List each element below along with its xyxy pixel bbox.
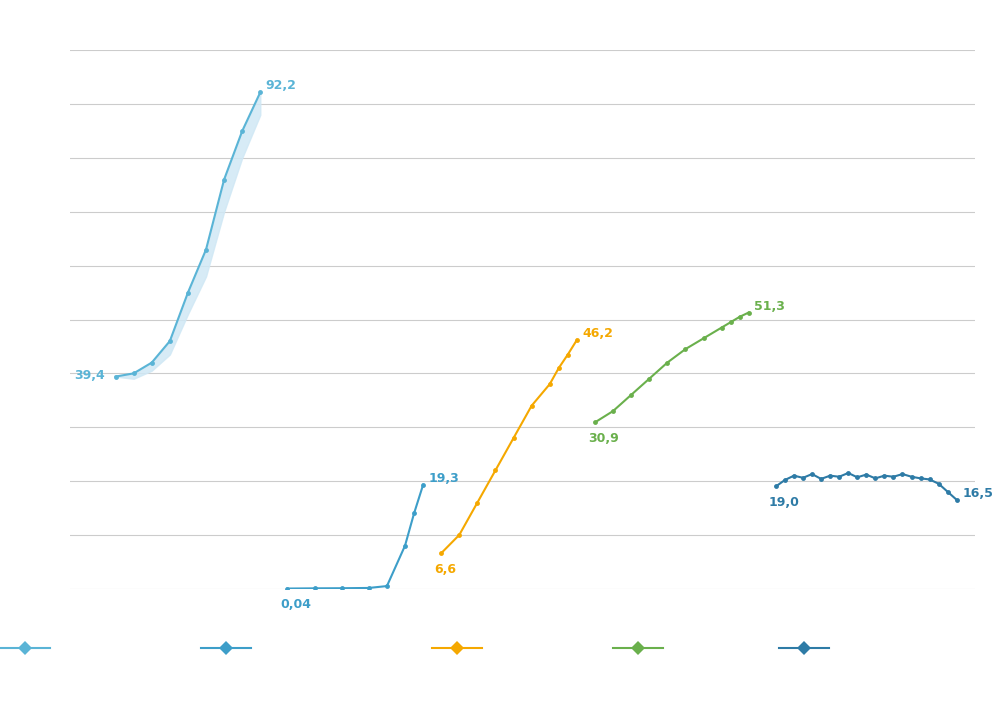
Text: 0,04: 0,04 [280,598,312,611]
Text: 30,9: 30,9 [588,432,619,445]
Text: 19,3: 19,3 [429,472,459,485]
Text: 6,6: 6,6 [434,563,456,576]
Text: 19,0: 19,0 [769,496,800,509]
Text: 46,2: 46,2 [583,327,613,340]
Text: 39,4: 39,4 [74,369,105,383]
Text: 51,3: 51,3 [755,299,785,313]
Text: 92,2: 92,2 [266,80,296,93]
Text: 16,5: 16,5 [963,487,993,500]
